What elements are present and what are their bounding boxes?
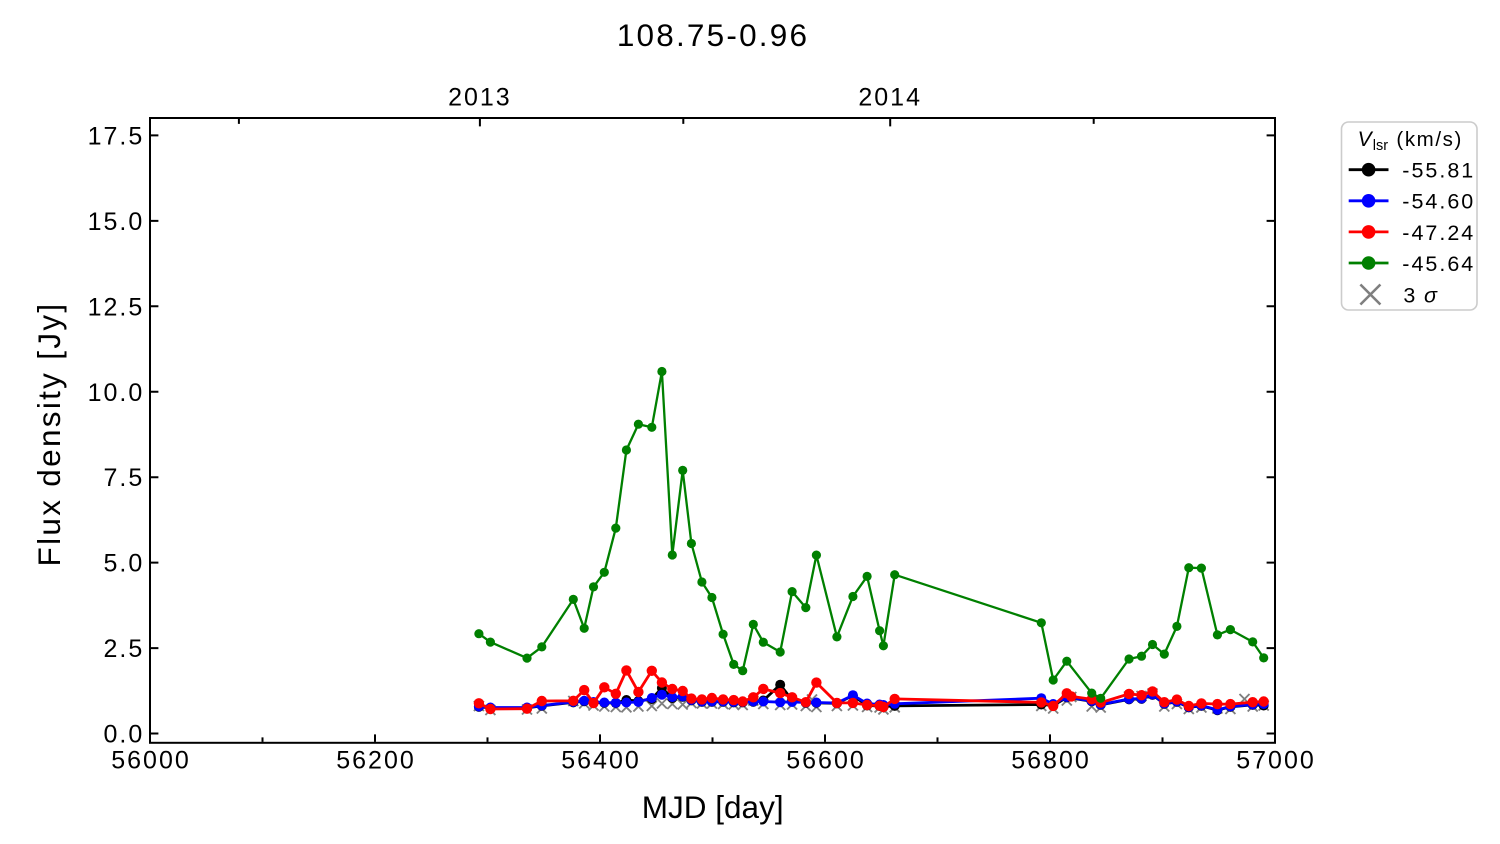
svg-text:17.5: 17.5 [88,122,145,150]
svg-text:-55.81: -55.81 [1402,159,1475,183]
svg-text:10.0: 10.0 [88,379,145,407]
svg-text:5.0: 5.0 [104,550,145,578]
svg-text:0.0: 0.0 [104,721,145,749]
svg-text:2.5: 2.5 [104,635,145,663]
svg-text:-47.24: -47.24 [1402,221,1475,245]
svg-text:Flux density [Jy]: Flux density [Jy] [31,302,67,567]
svg-text:(km/s): (km/s) [1396,128,1463,151]
svg-text:56200: 56200 [336,747,416,775]
svg-text:2014: 2014 [858,83,922,111]
svg-text:108.75-0.96: 108.75-0.96 [617,17,809,53]
svg-text:56400: 56400 [561,747,641,775]
svg-text:V: V [1358,128,1374,151]
svg-text:σ: σ [1424,283,1438,307]
svg-text:-54.60: -54.60 [1402,190,1475,214]
svg-text:56000: 56000 [111,747,191,775]
svg-text:lsr: lsr [1373,138,1388,154]
svg-text:15.0: 15.0 [88,208,145,236]
svg-text:56600: 56600 [786,747,866,775]
svg-text:MJD [day]: MJD [day] [642,789,784,825]
svg-text:2013: 2013 [448,83,512,111]
svg-text:57000: 57000 [1236,747,1316,775]
svg-text:-45.64: -45.64 [1402,252,1475,276]
svg-text:3: 3 [1403,283,1415,307]
svg-text:56800: 56800 [1011,747,1091,775]
svg-text:12.5: 12.5 [88,293,145,321]
svg-text:7.5: 7.5 [104,464,145,492]
